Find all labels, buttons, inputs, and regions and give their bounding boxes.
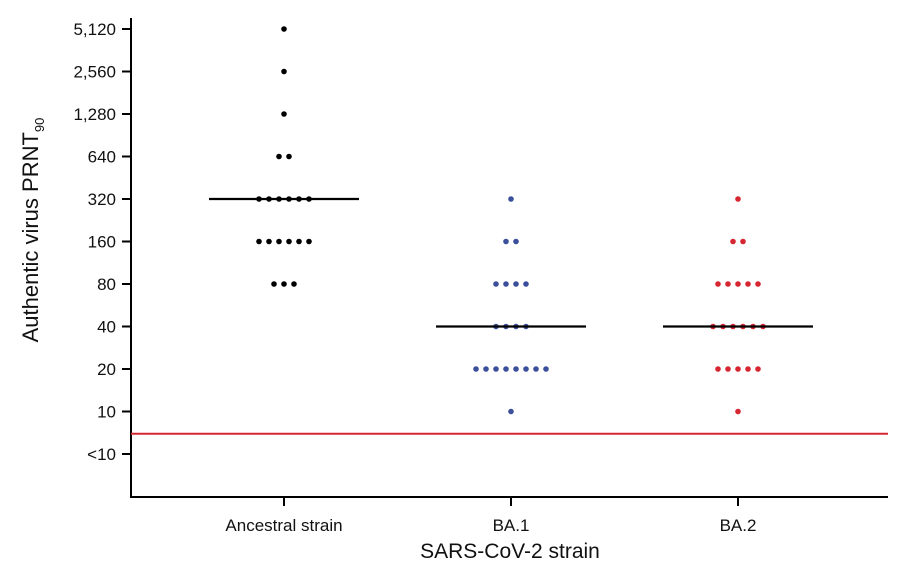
- x-tick-label: Ancestral strain: [225, 516, 342, 535]
- data-point: [286, 238, 292, 245]
- y-tick-label: 10: [97, 403, 116, 422]
- data-point: [493, 366, 499, 372]
- data-point: [276, 153, 282, 160]
- y-tick-label: 80: [97, 275, 116, 294]
- data-point: [513, 238, 519, 245]
- data-point: [256, 238, 262, 245]
- data-point: [503, 238, 509, 245]
- data-point: [745, 281, 751, 287]
- data-point: [281, 281, 287, 287]
- data-point: [508, 408, 514, 415]
- data-point: [296, 238, 302, 245]
- data-point: [740, 238, 746, 245]
- data-point: [281, 111, 287, 117]
- data-point: [725, 281, 731, 287]
- data-point: [725, 366, 731, 372]
- y-tick-label: 1,280: [73, 105, 116, 124]
- y-axis-label: Authentic virus PRNT90: [18, 118, 47, 343]
- data-point: [503, 281, 509, 287]
- data-point: [508, 196, 514, 202]
- data-point: [735, 408, 741, 415]
- data-point: [276, 238, 282, 245]
- data-point: [513, 366, 519, 372]
- data-point: [755, 366, 761, 372]
- y-tick-label: 160: [88, 233, 116, 252]
- data-point: [523, 366, 529, 372]
- data-point: [503, 366, 509, 372]
- data-point: [523, 281, 529, 287]
- data-point: [266, 238, 272, 245]
- data-point: [473, 366, 479, 372]
- data-point: [306, 238, 312, 245]
- y-tick-label: 640: [88, 148, 116, 167]
- data-point: [281, 26, 287, 32]
- y-tick-label: 40: [97, 318, 116, 337]
- data-point: [281, 68, 287, 75]
- data-point: [271, 281, 277, 287]
- y-tick-label: 20: [97, 360, 116, 379]
- data-point: [543, 366, 549, 372]
- x-tick-label: BA.1: [493, 516, 530, 535]
- data-point: [533, 366, 539, 372]
- x-tick-label: BA.2: [720, 516, 757, 535]
- data-point: [730, 238, 736, 245]
- data-point: [755, 281, 761, 287]
- y-tick-label: 320: [88, 190, 116, 209]
- y-tick-label: <10: [87, 445, 116, 464]
- data-point: [291, 281, 297, 287]
- data-point: [735, 196, 741, 202]
- data-point: [513, 281, 519, 287]
- y-tick-label: 2,560: [73, 63, 116, 82]
- data-point: [715, 281, 721, 287]
- y-tick-label: 5,120: [73, 20, 116, 39]
- data-point: [715, 366, 721, 372]
- x-axis-label: SARS-CoV-2 strain: [420, 540, 600, 563]
- data-point: [735, 366, 741, 372]
- data-point: [483, 366, 489, 372]
- data-point: [745, 366, 751, 372]
- data-point: [286, 153, 292, 160]
- data-point: [493, 281, 499, 287]
- data-point: [735, 281, 741, 287]
